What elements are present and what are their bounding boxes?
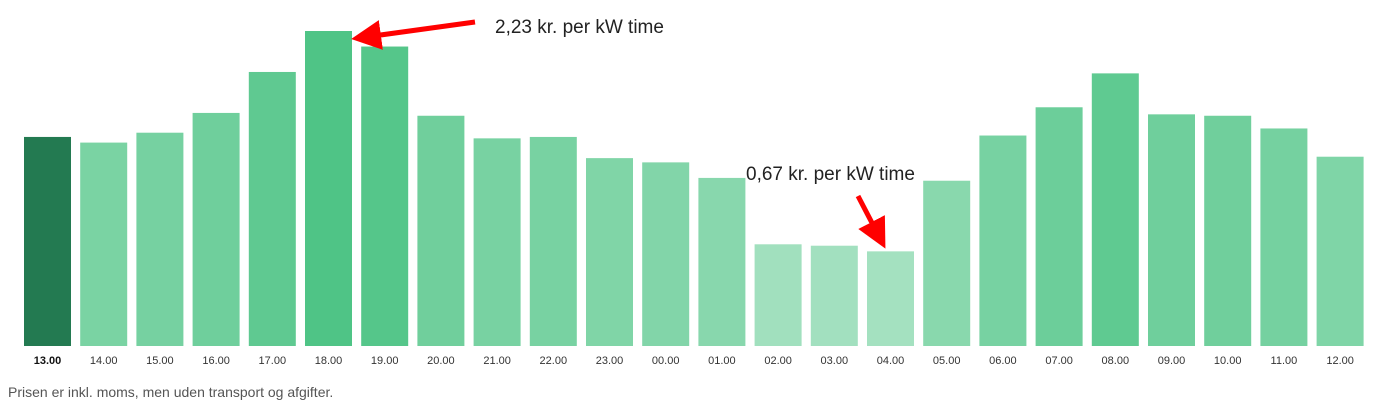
max-price-annotation: 2,23 kr. per kW time [495, 17, 664, 38]
x-tick-label: 21.00 [483, 355, 511, 367]
price-bar-1800[interactable] [305, 31, 352, 346]
x-tick-label: 07.00 [1045, 355, 1073, 367]
x-tick-label: 23.00 [596, 355, 624, 367]
price-bar-2100[interactable] [473, 138, 521, 346]
price-bar-0000[interactable] [642, 162, 690, 346]
price-bar-1000[interactable] [1204, 115, 1252, 347]
price-bar-0600[interactable] [979, 135, 1027, 346]
price-bar-0700[interactable] [1035, 107, 1083, 346]
price-bar-0500[interactable] [923, 180, 971, 346]
price-bar-1700[interactable] [248, 71, 296, 347]
price-bar-1500[interactable] [136, 132, 184, 346]
price-bar-0200[interactable] [754, 244, 802, 346]
x-tick-label: 18.00 [315, 355, 343, 367]
price-bar-1600[interactable] [192, 112, 240, 346]
price-bar-0400[interactable] [867, 251, 914, 346]
price-bar-1300[interactable] [24, 136, 71, 346]
price-bar-0300[interactable] [810, 245, 858, 346]
x-tick-label: 03.00 [821, 355, 849, 367]
price-bar-1900[interactable] [361, 46, 409, 346]
price-bar-0100[interactable] [698, 177, 746, 346]
price-bar-0800[interactable] [1091, 73, 1139, 346]
price-bar-0900[interactable] [1148, 114, 1195, 346]
price-footnote: Prisen er inkl. moms, men uden transport… [8, 384, 334, 400]
x-tick-label: 01.00 [708, 355, 736, 367]
x-tick-label: 08.00 [1102, 355, 1130, 367]
price-bar-2300[interactable] [586, 158, 633, 346]
x-tick-label: 10.00 [1214, 355, 1242, 367]
price-bar-1100[interactable] [1260, 128, 1308, 346]
x-tick-label: 16.00 [202, 355, 230, 367]
x-tick-label: 05.00 [933, 355, 961, 367]
x-tick-label: 20.00 [427, 355, 455, 367]
price-bar-chart: 13.00 14.00 15.00 16.00 17.00 18.00 19.00 20.00… [24, 17, 1364, 367]
x-tick-label: 17.00 [259, 355, 287, 367]
price-bar-2000[interactable] [417, 115, 465, 347]
x-tick-label: 04.00 [877, 355, 905, 367]
x-tick-label: 19.00 [371, 355, 399, 367]
x-tick-label: 12.00 [1326, 355, 1354, 367]
x-tick-label: 11.00 [1271, 355, 1298, 367]
min-price-annotation: 0,67 kr. per kW time [746, 164, 915, 185]
x-tick-label: 02.00 [764, 355, 792, 367]
price-bar-1400[interactable] [80, 142, 128, 346]
price-bar-2200[interactable] [529, 136, 577, 346]
x-tick-label: 14.00 [90, 355, 118, 367]
x-tick-label: 13.00 [34, 355, 62, 367]
x-tick-label: 15.00 [146, 355, 174, 367]
x-tick-label: 00.00 [652, 355, 680, 367]
max-price-arrow [351, 19, 476, 50]
x-tick-label: 09.00 [1158, 355, 1186, 367]
x-tick-label: 06.00 [989, 355, 1017, 367]
x-tick-label: 22.00 [540, 355, 568, 367]
min-price-arrow [855, 194, 886, 249]
price-bar-1200[interactable] [1316, 156, 1364, 346]
